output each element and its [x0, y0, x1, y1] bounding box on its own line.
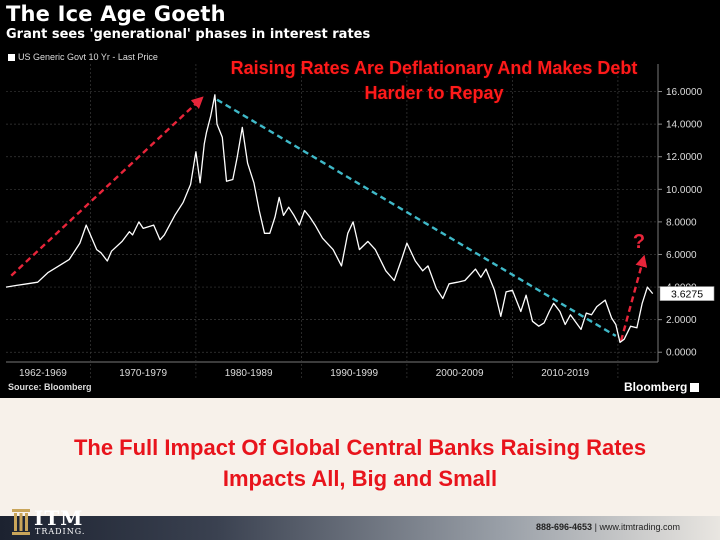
y-tick-label: 10.0000 — [666, 185, 703, 196]
contact-separator: | — [594, 522, 597, 532]
trend-arrow-up — [10, 96, 204, 277]
headline-line-2: Impacts All, Big and Small — [222, 466, 498, 491]
y-tick-label: 16.0000 — [666, 87, 703, 98]
line-chart: 1962-1969 1970-1979 1980-1989 1990-1999 2000… — [5, 64, 715, 379]
bloomberg-brand: Bloomberg — [624, 380, 700, 394]
headline-line-1: The Full Impact Of Global Central Banks … — [73, 435, 647, 460]
legend-swatch — [8, 53, 15, 61]
series-lines — [5, 94, 654, 344]
pillar-icon — [12, 509, 30, 535]
bloomberg-mark-icon — [690, 383, 700, 392]
y-tick-label: 8.0000 — [666, 217, 697, 228]
overlay-caption: Raising Rates Are Deflationary And Makes… — [230, 58, 638, 103]
chart-panel: The Ice Age Goeth Grant sees 'generation… — [0, 0, 720, 398]
legend: US Generic Govt 10 Yr - Last Price — [8, 52, 158, 62]
x-tick-label: 1962-1969 — [19, 368, 67, 379]
last-value-label: 3.6275 — [671, 289, 703, 301]
x-tick-label: 2010-2019 — [541, 368, 589, 379]
x-tick-label: 1980-1989 — [225, 368, 273, 379]
last-value-box — [659, 286, 715, 301]
x-tick-label: 2000-2009 — [436, 368, 484, 379]
itm-logo[interactable]: ITM TRADING. — [10, 506, 102, 540]
trend-line-down — [216, 98, 617, 337]
contact-info: 888-696-4653 | www.itmtrading.com — [536, 522, 680, 532]
y-tick-label: 12.0000 — [666, 152, 703, 163]
last-value-tag: 3.6275 — [659, 286, 715, 301]
logo-text: ITM — [34, 506, 84, 530]
legend-label: US Generic Govt 10 Yr - Last Price — [18, 52, 158, 62]
series-line — [5, 94, 654, 344]
bloomberg-brand-text: Bloomberg — [624, 380, 688, 394]
chart-subtitle: Grant sees 'generational' phases in inte… — [6, 27, 371, 42]
grid-lines — [6, 64, 662, 378]
y-axis-labels: 0.00002.00004.00006.00008.000010.000012.… — [666, 87, 703, 359]
x-axis-labels: 1962-1969 1970-1979 1980-1989 1990-1999 2000… — [19, 368, 589, 379]
question-mark-label: ? — [633, 231, 645, 253]
source-note: Source: Bloomberg — [8, 382, 92, 392]
logo-subtext: TRADING. — [35, 527, 86, 536]
y-tick-label: 6.0000 — [666, 250, 697, 261]
footer-bar — [0, 516, 720, 540]
trend-arrow-up — [619, 254, 648, 342]
chart-title: The Ice Age Goeth — [6, 2, 226, 26]
y-tick-label: 14.0000 — [666, 120, 703, 131]
x-tick-label: 1990-1999 — [330, 368, 378, 379]
x-tick-label: 1970-1979 — [119, 368, 167, 379]
annotations: ? — [10, 96, 648, 342]
website-link[interactable]: www.itmtrading.com — [599, 522, 680, 532]
headline: The Full Impact Of Global Central Banks … — [0, 432, 720, 494]
phone-number[interactable]: 888-696-4653 — [536, 522, 593, 532]
y-tick-label: 2.0000 — [666, 315, 697, 326]
y-tick-label: 0.0000 — [666, 348, 697, 359]
